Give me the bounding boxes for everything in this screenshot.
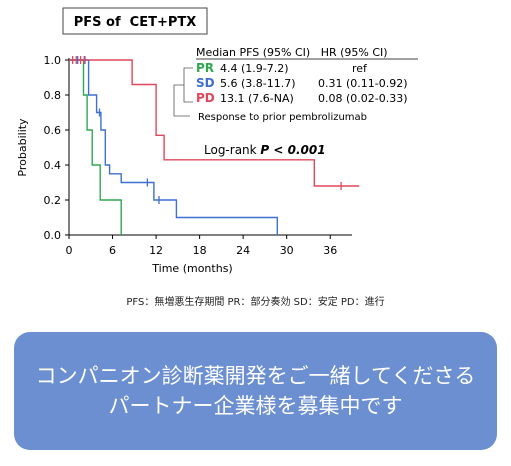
y-tick-label: 0.6 bbox=[44, 124, 62, 137]
legend-name-pr: PR bbox=[196, 61, 214, 75]
y-tick-label: 0.4 bbox=[44, 159, 62, 172]
km-curve-pr bbox=[69, 59, 122, 235]
x-tick-label: 30 bbox=[280, 244, 294, 257]
chart-title-box bbox=[62, 7, 208, 35]
legend-hr-pr: ref bbox=[352, 62, 368, 75]
legend-name-sd: SD bbox=[196, 76, 215, 90]
km-chart: 0.0 0.2 0.4 0.6 0.8 1.0 0 6 12 18 24 30 36 Time (mont… bbox=[16, 7, 418, 275]
y-tick-label: 1.0 bbox=[44, 54, 62, 67]
x-tick-label: 0 bbox=[66, 244, 73, 257]
km-curve-sd bbox=[69, 59, 278, 235]
x-tick-label: 24 bbox=[236, 244, 250, 257]
banner-line-1: コンパニオン診断薬開発をご一緒してくださる bbox=[35, 363, 476, 388]
legend-note: Response to prior pembrolizumab bbox=[198, 112, 367, 123]
legend-name-pd: PD bbox=[196, 91, 215, 105]
logrank-annotation: Log-rank P < 0.001 bbox=[204, 143, 326, 157]
legend-median-pd: 13.1 (7.6-NA) bbox=[220, 92, 294, 105]
legend-median-pr: 4.4 (1.9-7.2) bbox=[220, 62, 289, 75]
abbreviation-footnote: PFS：無増悪生存期間 PR：部分奏効 SD：安定 PD：進行 bbox=[126, 297, 385, 308]
x-tick-label: 6 bbox=[109, 244, 116, 257]
legend-median-sd: 5.6 (3.8-11.7) bbox=[220, 77, 296, 90]
legend-bracket bbox=[183, 67, 193, 103]
y-axis-label: Probability bbox=[16, 118, 29, 177]
legend-header: Median PFS (95% CI) HR (95% CI) bbox=[196, 46, 388, 59]
km-curve-pd bbox=[69, 59, 360, 187]
x-tick-label: 18 bbox=[193, 244, 207, 257]
y-tick-label: 0.0 bbox=[44, 229, 62, 242]
partner-recruitment-banner[interactable]: コンパニオン診断薬開発をご一緒してくださる パートナー企業様を募集中です bbox=[14, 332, 497, 450]
y-tick-label: 0.8 bbox=[44, 89, 62, 102]
y-tick-label: 0.2 bbox=[44, 194, 62, 207]
legend-bracket-stem bbox=[173, 84, 190, 117]
banner-line-2: パートナー企業様を募集中です bbox=[108, 394, 403, 418]
legend-hr-sd: 0.31 (0.11-0.92) bbox=[318, 77, 408, 90]
x-axis-label: Time (months) bbox=[151, 262, 232, 275]
legend-hr-pd: 0.08 (0.02-0.33) bbox=[318, 92, 408, 105]
x-tick-label: 36 bbox=[323, 244, 337, 257]
chart-title: PFS of CET+PTX bbox=[74, 15, 197, 30]
x-tick-label: 12 bbox=[149, 244, 163, 257]
